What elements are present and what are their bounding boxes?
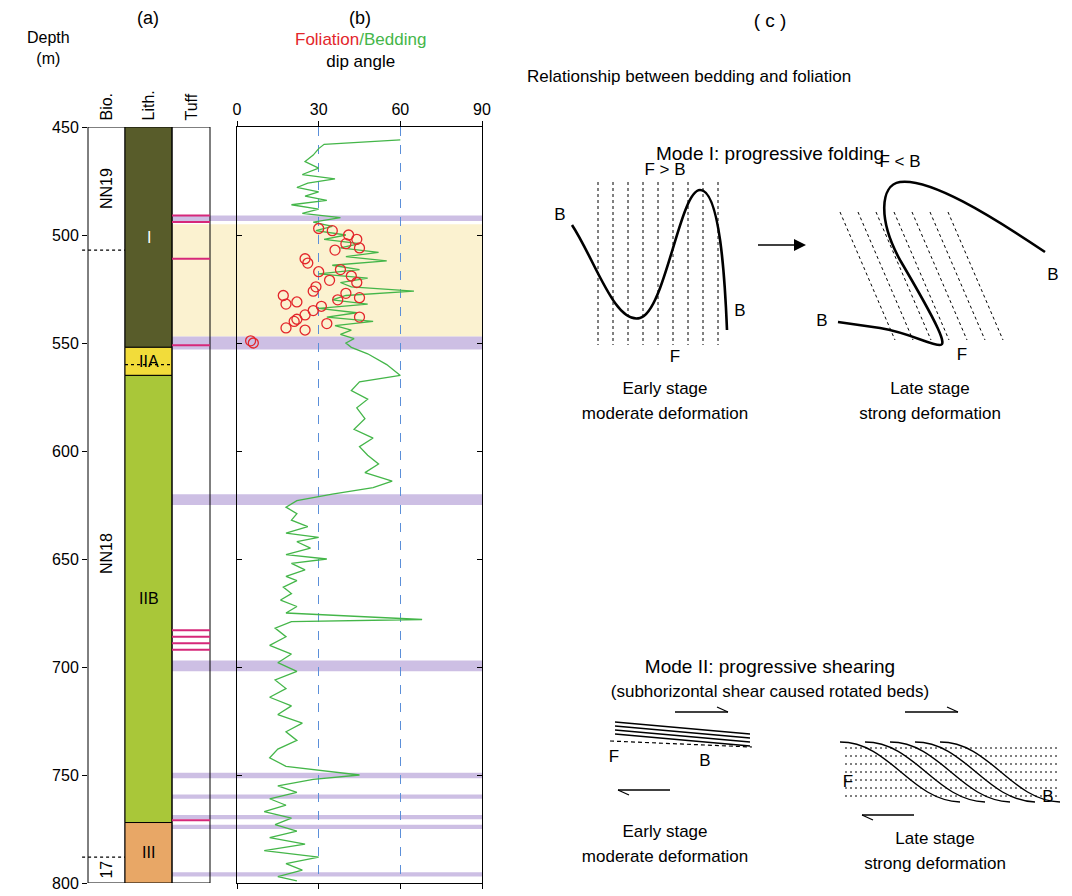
svg-text:F < B: F < B	[879, 152, 920, 171]
svg-text:550: 550	[52, 335, 79, 352]
svg-text:Early stage: Early stage	[622, 379, 707, 398]
svg-text:F: F	[609, 747, 619, 766]
svg-text:600: 600	[52, 443, 79, 460]
svg-text:F > B: F > B	[644, 160, 685, 179]
svg-text:III: III	[142, 844, 155, 861]
svg-text:moderate deformation: moderate deformation	[582, 847, 748, 866]
svg-text:Late stage: Late stage	[890, 379, 969, 398]
svg-text:Bio.: Bio.	[98, 93, 115, 121]
svg-text:strong deformation: strong deformation	[864, 854, 1006, 873]
svg-text:(a): (a)	[137, 8, 159, 28]
svg-text:strong deformation: strong deformation	[859, 404, 1001, 423]
svg-text:30: 30	[310, 101, 328, 118]
svg-text:Relationship between bedding: Relationship between bedding and foliati…	[527, 67, 851, 86]
svg-text:F: F	[843, 772, 853, 791]
svg-text:B: B	[1047, 265, 1058, 284]
svg-text:NN19: NN19	[98, 168, 115, 209]
svg-text:(b): (b)	[349, 8, 371, 28]
svg-text:B: B	[816, 311, 827, 330]
svg-text:F: F	[670, 347, 680, 366]
svg-text:( c ): ( c )	[754, 10, 787, 31]
svg-text:B: B	[1042, 787, 1053, 806]
svg-text:NN18: NN18	[98, 533, 115, 574]
svg-text:Depth(m): Depth(m)	[27, 29, 70, 67]
svg-text:90: 90	[473, 101, 491, 118]
svg-text:500: 500	[52, 227, 79, 244]
svg-text:Tuff: Tuff	[183, 93, 200, 120]
svg-text:Foliation/Beddingdip angle: Foliation/Beddingdip angle	[295, 30, 426, 71]
svg-text:I: I	[147, 229, 151, 246]
svg-text:60: 60	[391, 101, 409, 118]
svg-text:0: 0	[233, 101, 242, 118]
svg-text:Mode I: progressive folding: Mode I: progressive folding	[656, 143, 884, 164]
svg-text:B: B	[554, 205, 565, 224]
svg-text:750: 750	[52, 767, 79, 784]
svg-text:moderate deformation: moderate deformation	[582, 404, 748, 423]
svg-text:650: 650	[52, 551, 79, 568]
svg-text:Early stage: Early stage	[622, 822, 707, 841]
svg-text:Late stage: Late stage	[895, 829, 974, 848]
svg-text:(subhorizontal shear caused ro: (subhorizontal shear caused rotated beds…	[611, 682, 929, 701]
svg-text:Lith.: Lith.	[140, 90, 157, 120]
svg-text:B: B	[699, 751, 710, 770]
svg-text:17: 17	[98, 861, 115, 879]
svg-text:IIA: IIA	[139, 353, 159, 370]
svg-text:F: F	[957, 345, 967, 364]
svg-text:800: 800	[52, 875, 79, 892]
svg-text:Mode II: progressive shearing: Mode II: progressive shearing	[645, 656, 895, 677]
svg-text:B: B	[734, 301, 745, 320]
svg-text:IIB: IIB	[139, 590, 159, 607]
svg-text:700: 700	[52, 659, 79, 676]
svg-text:450: 450	[52, 119, 79, 136]
